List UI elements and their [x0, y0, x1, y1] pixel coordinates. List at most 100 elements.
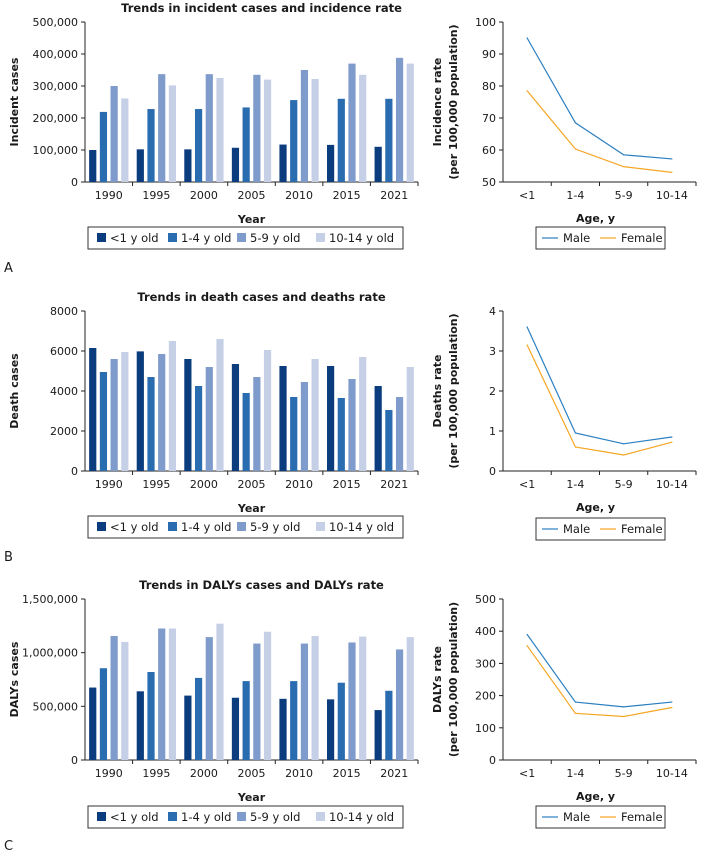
x-axis-label: Age, y: [576, 790, 615, 803]
bar-b-2021-s1: [374, 386, 382, 471]
legend-label: <1 y old: [110, 520, 159, 534]
x-axis-label: Year: [237, 502, 266, 515]
y-tick-label: 0: [71, 754, 78, 767]
legend-label: 1-4 y old: [181, 520, 231, 534]
legend-swatch: [168, 522, 177, 531]
x-tick-label: 2010: [285, 478, 313, 491]
data-point-female: [671, 706, 673, 709]
x-tick-label: 2005: [238, 767, 266, 780]
bar-c-2005-s3: [253, 643, 261, 760]
bar-c-2005-s4: [263, 631, 272, 760]
x-tick-label: 2021: [380, 767, 408, 780]
y-tick-label: 70: [482, 112, 496, 125]
bar-c-2005-s1: [231, 697, 240, 760]
bar-a-1990-s3: [110, 86, 118, 182]
data-point-male: [526, 633, 528, 636]
bar-c-2010-s2: [290, 681, 298, 760]
x-tick-label: 1995: [142, 189, 170, 202]
bar-b-2005-s4: [263, 350, 272, 471]
legend-label: Male: [563, 522, 590, 536]
bar-a-2010-s2: [290, 100, 298, 182]
x-tick-label: <1: [519, 767, 535, 780]
bar-b-2010-s1: [279, 366, 287, 471]
bar-c-2021-s4: [406, 637, 414, 760]
x-tick-label: 1-4: [566, 478, 584, 491]
y-tick-label: 300: [475, 657, 496, 670]
legend-swatch: [97, 522, 106, 531]
y-axis-label: DALYs cases: [8, 641, 21, 717]
bar-c-1990-s3: [110, 636, 118, 760]
y-axis-label: Incident cases: [8, 57, 21, 146]
bar-b-2015-s4: [359, 357, 367, 471]
legend-swatch: [316, 812, 325, 821]
series-line-male: [526, 326, 672, 445]
data-point-female: [526, 344, 528, 346]
bar-a-1995-s3: [158, 74, 166, 182]
bar-a-2021-s2: [385, 98, 393, 182]
legend: Male Female: [535, 517, 666, 541]
y-tick-label: 1,000,000: [22, 647, 78, 660]
y-tick-label: 0: [71, 465, 78, 478]
data-point-male: [526, 37, 528, 39]
data-point-male: [623, 706, 625, 708]
series-line-male: [526, 634, 672, 708]
data-point-female: [623, 166, 625, 168]
y-tick-label: 0: [489, 754, 496, 767]
x-axis-label: Year: [237, 791, 266, 804]
x-tick-label: 2021: [380, 189, 408, 202]
bar-a-1995-s2: [147, 109, 155, 182]
series-line-female: [526, 344, 673, 456]
y-axis-label: DALYs rate: [431, 646, 444, 713]
bar-c-1990-s1: [89, 687, 97, 760]
bar-b-1995-s1: [136, 351, 144, 471]
x-tick-label: 1995: [142, 478, 170, 491]
panel-letter-c: C: [4, 839, 13, 854]
bar-c-2010-s1: [279, 698, 287, 760]
bar-c-1990-s4: [121, 641, 129, 760]
x-axis-label: Age, y: [576, 501, 615, 514]
data-point-male: [574, 701, 576, 703]
bar-b-2021-s2: [385, 410, 393, 471]
x-axis-label: Year: [237, 213, 266, 226]
data-point-male: [574, 432, 576, 434]
legend: <1 y old 1-4 y old 5-9 y old 10-14 y old: [87, 515, 404, 539]
x-tick-label: 2010: [285, 189, 313, 202]
bar-a-2015-s2: [337, 98, 345, 182]
bar-a-2000-s4: [216, 78, 224, 182]
legend: <1 y old 1-4 y old 5-9 y old 10-14 y old: [87, 226, 404, 250]
bar-b-1990-s4: [121, 352, 129, 471]
y-tick-label: 200: [475, 690, 496, 703]
x-tick-label: 10-14: [656, 189, 688, 202]
x-tick-label: 2010: [285, 767, 313, 780]
legend-swatch: [168, 812, 177, 821]
bar-c-2015-s2: [337, 682, 345, 760]
y-tick-label: 1,500,000: [22, 593, 78, 606]
legend-label: Female: [621, 810, 663, 824]
y-tick-label: 500: [475, 593, 496, 606]
line-chart-c: 0 100 200 300 400 500 <1 1-4 5-9 10-14 DALYs rate(…: [431, 593, 697, 829]
legend-label: 5-9 y old: [250, 520, 300, 534]
x-tick-label: 2000: [190, 189, 218, 202]
bar-a-1995-s1: [136, 149, 144, 182]
bar-c-1995-s1: [136, 691, 144, 760]
series-line-female: [526, 645, 672, 718]
bar-a-2010-s3: [300, 70, 309, 182]
bar-c-2005-s2: [242, 681, 250, 760]
legend-label: Female: [621, 522, 663, 536]
bar-c-1990-s2: [99, 668, 108, 760]
data-point-male: [671, 701, 673, 703]
bar-a-2005-s2: [242, 107, 250, 182]
legend-label: 1-4 y old: [181, 231, 231, 245]
bar-a-2015-s3: [348, 63, 356, 182]
bar-a-1990-s1: [89, 150, 97, 182]
y-axis-label: Incidence rate: [431, 58, 444, 147]
y-axis-label: Death cases: [8, 353, 21, 429]
legend-label: 5-9 y old: [250, 810, 300, 824]
data-point-male: [574, 122, 576, 124]
data-point-female: [526, 90, 528, 92]
x-tick-label: 1-4: [566, 767, 584, 780]
legend-label: 5-9 y old: [250, 231, 300, 245]
bar-a-2021-s1: [374, 146, 382, 182]
bar-a-2015-s1: [326, 144, 335, 182]
